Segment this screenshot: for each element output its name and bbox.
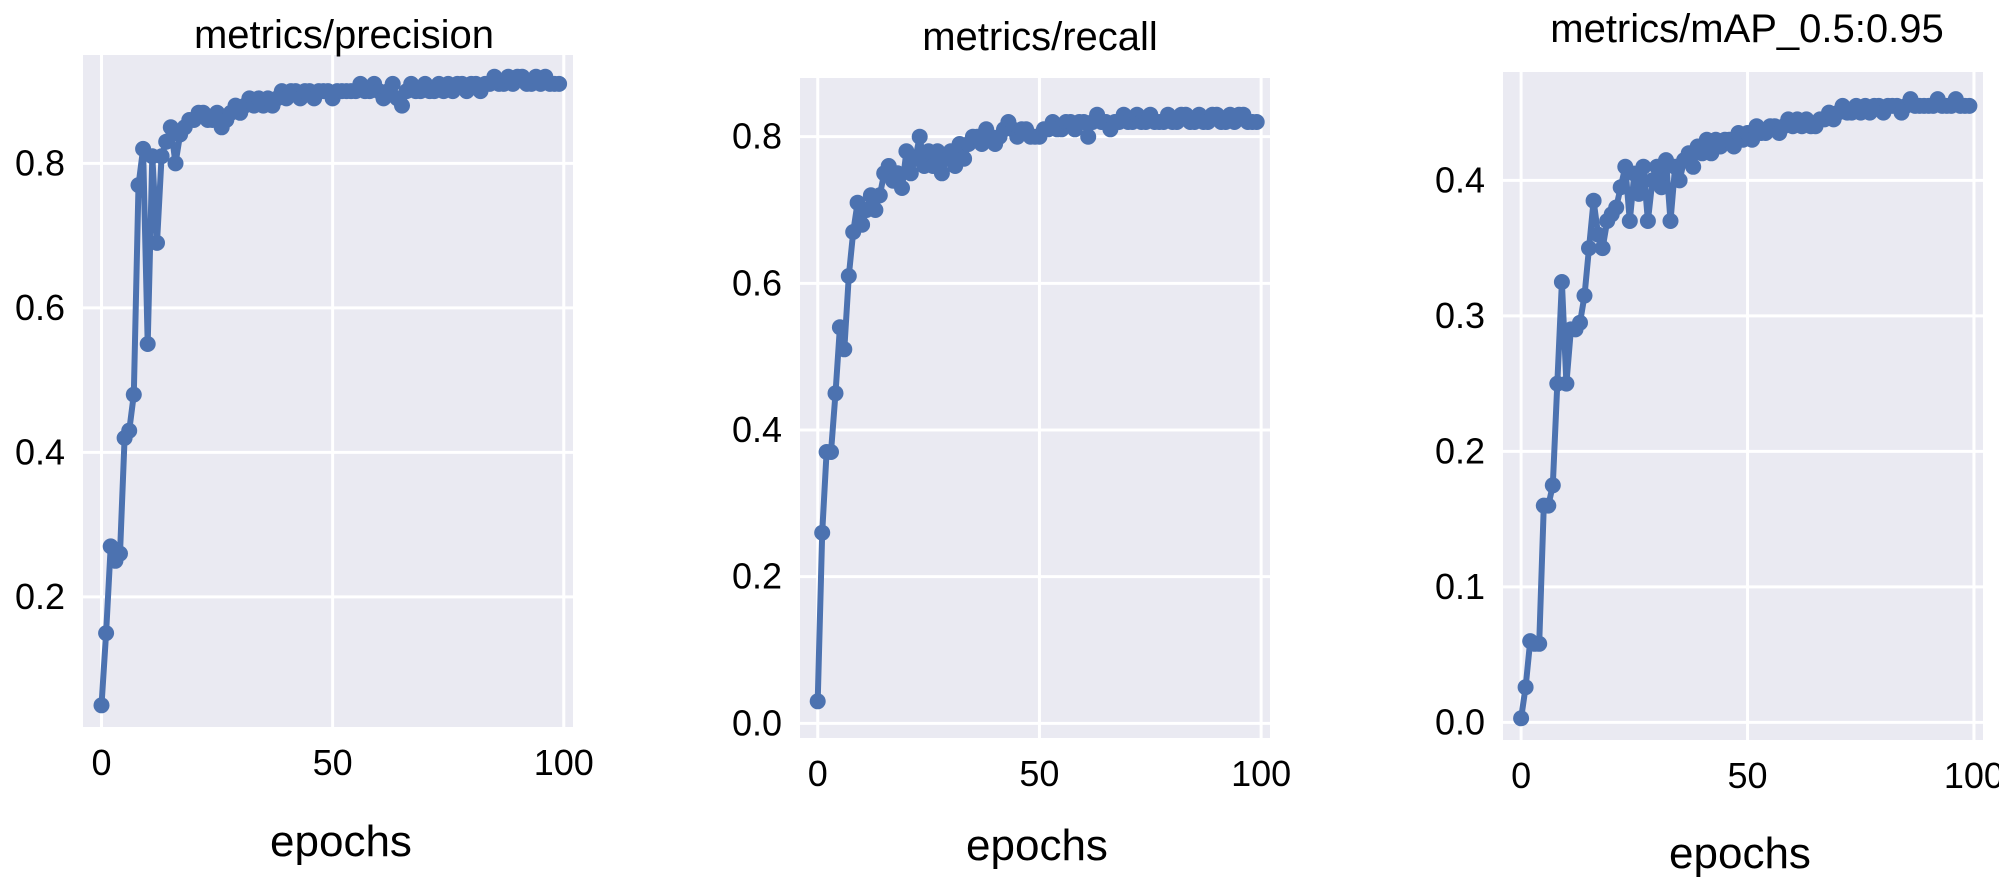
data-point	[1662, 213, 1679, 229]
data-point	[956, 150, 973, 167]
data-point	[551, 75, 568, 92]
data-point	[1576, 287, 1593, 304]
precision-subplot: metrics/precision 0.2 0.4 0.6 0.8 0 50 100 ep…	[15, 13, 594, 866]
y-tick-label: 0.3	[1435, 295, 1485, 336]
y-tick-label: 0.8	[15, 142, 65, 183]
data-point	[911, 128, 928, 145]
data-point	[125, 386, 142, 403]
data-point	[1585, 192, 1602, 209]
data-point	[840, 268, 857, 284]
data-point	[854, 216, 871, 233]
data-point	[933, 165, 950, 182]
y-tick-label: 0.2	[15, 576, 65, 617]
y-tick-label: 0.2	[1435, 430, 1485, 471]
chart-title: metrics/mAP_0.5:0.95	[1550, 7, 1944, 51]
data-point	[1581, 240, 1597, 257]
data-point	[1590, 226, 1607, 243]
data-point	[871, 187, 888, 204]
data-point	[1685, 158, 1702, 175]
data-point	[130, 177, 147, 194]
x-tick-label: 100	[534, 742, 594, 783]
data-point	[1639, 213, 1656, 229]
data-point	[139, 336, 156, 352]
x-tick-label: 0	[1511, 755, 1531, 796]
data-point	[1630, 185, 1647, 202]
data-point	[1594, 240, 1611, 257]
y-tick-label: 0.4	[1435, 159, 1485, 200]
data-point	[1612, 179, 1629, 196]
data-point	[1540, 497, 1557, 514]
data-point	[1558, 375, 1575, 392]
y-tick-label: 0.0	[732, 702, 782, 743]
y-tick-label: 0.2	[732, 556, 782, 597]
data-point	[1653, 179, 1670, 196]
y-tick-label: 0.4	[732, 409, 782, 450]
data-point	[98, 625, 115, 642]
y-tick-label: 0.6	[732, 262, 782, 303]
data-point	[1572, 314, 1588, 331]
x-tick-label: 50	[1019, 753, 1059, 794]
x-axis-label: epochs	[270, 817, 412, 866]
y-tick-label: 0.8	[732, 116, 782, 157]
data-point	[153, 148, 170, 165]
data-point	[1621, 213, 1638, 229]
data-point	[814, 524, 831, 541]
chart-title: metrics/precision	[194, 13, 494, 57]
data-point	[867, 202, 884, 218]
data-point	[831, 319, 848, 336]
data-point	[149, 234, 165, 251]
data-point	[894, 180, 910, 196]
x-tick-label: 100	[1231, 753, 1291, 794]
data-point	[1544, 477, 1561, 494]
y-tick-label: 0.6	[15, 287, 65, 328]
y-tick-label: 0.1	[1435, 566, 1485, 607]
data-point	[394, 97, 410, 114]
data-point	[112, 545, 128, 562]
chart-title: metrics/recall	[922, 15, 1158, 59]
data-point	[1671, 172, 1688, 189]
data-point	[827, 385, 844, 402]
data-point	[121, 422, 138, 439]
data-point	[889, 165, 906, 182]
recall-subplot: metrics/recall 0.0 0.2 0.4 0.6 0.8 0 50 100 ep…	[732, 15, 1291, 870]
data-point	[902, 165, 919, 182]
x-axis-label: epochs	[966, 821, 1108, 870]
data-point	[1517, 679, 1534, 696]
data-point	[1635, 158, 1652, 175]
x-tick-label: 0	[91, 742, 111, 783]
data-point	[167, 155, 184, 172]
map-subplot: metrics/mAP_0.5:0.95 0.0 0.1 0.2 0.3 0.4 0 50…	[1435, 7, 1999, 878]
data-point	[384, 75, 401, 92]
x-tick-label: 0	[808, 753, 828, 794]
data-point	[1531, 635, 1548, 652]
data-point	[93, 697, 110, 714]
plot-background	[800, 78, 1270, 738]
x-tick-label: 50	[313, 742, 353, 783]
x-tick-label: 50	[1728, 755, 1768, 796]
x-tick-label: 100	[1944, 755, 1999, 796]
data-point	[809, 693, 826, 710]
data-point	[1608, 199, 1625, 216]
x-axis-label: epochs	[1669, 829, 1811, 878]
data-point	[1080, 128, 1097, 145]
data-point	[158, 133, 175, 150]
data-point	[836, 341, 853, 358]
data-point	[1248, 114, 1265, 130]
data-point	[823, 444, 839, 460]
plot-background	[1503, 72, 1983, 740]
y-tick-label: 0.4	[15, 431, 65, 472]
y-tick-label: 0.0	[1435, 701, 1485, 742]
plot-background	[83, 55, 573, 727]
data-point	[1553, 274, 1570, 290]
data-point	[1961, 97, 1978, 114]
data-point	[1513, 710, 1530, 727]
